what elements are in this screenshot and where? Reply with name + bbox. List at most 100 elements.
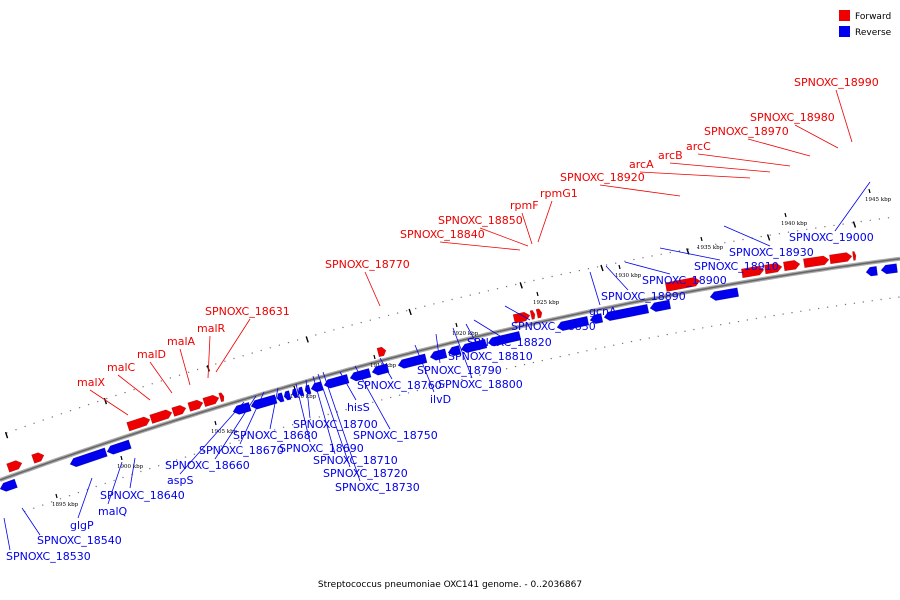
gene-label[interactable]: gcnA xyxy=(589,305,617,318)
forward-gene-arrow[interactable] xyxy=(852,251,857,263)
forward-gene-arrow[interactable] xyxy=(512,311,531,325)
gene-label[interactable]: SPNOXC_18530 xyxy=(6,550,91,563)
gene-label[interactable]: malQ xyxy=(98,505,128,518)
reverse-track-dot xyxy=(443,383,445,385)
leader-line xyxy=(305,379,311,419)
gene-label[interactable]: SPNOXC_18910 xyxy=(694,260,779,273)
gene-label[interactable]: malD xyxy=(137,348,166,361)
gene-label[interactable]: SPNOXC_18790 xyxy=(417,364,502,377)
reverse-gene-arrow[interactable] xyxy=(0,478,18,494)
gene-label[interactable]: glgP xyxy=(70,519,94,532)
gene-label[interactable]: SPNOXC_18670 xyxy=(199,444,284,457)
forward-gene-arrow[interactable] xyxy=(529,309,536,322)
forward-gene-arrow[interactable] xyxy=(829,252,853,266)
forward-gene-arrow[interactable] xyxy=(126,416,151,433)
gene-label[interactable]: SPNOXC_18770 xyxy=(325,258,410,271)
gene-label[interactable]: SPNOXC_18700 xyxy=(293,418,378,431)
reverse-gene-arrow[interactable] xyxy=(291,388,299,400)
forward-gene-arrow[interactable] xyxy=(31,452,45,465)
forward-gene-arrow[interactable] xyxy=(218,392,225,404)
reverse-gene-arrow[interactable] xyxy=(106,439,132,456)
gene-label[interactable]: SPNOXC_18840 xyxy=(400,228,485,241)
forward-gene-arrow[interactable] xyxy=(187,399,204,414)
gene-label[interactable]: SPNOXC_18800 xyxy=(438,378,523,391)
gene-label[interactable]: SPNOXC_18710 xyxy=(313,454,398,467)
gene-label[interactable]: SPNOXC_18540 xyxy=(37,534,122,547)
forward-gene-arrow[interactable] xyxy=(171,405,187,419)
forward-track-dot xyxy=(724,242,726,244)
reverse-gene-arrow[interactable] xyxy=(460,338,488,355)
gene-label[interactable]: malR xyxy=(197,322,226,335)
gene-label[interactable]: hisS xyxy=(347,401,370,414)
gene-label[interactable]: malC xyxy=(107,361,136,374)
gene-label[interactable]: malX xyxy=(77,376,106,389)
forward-gene-arrow[interactable] xyxy=(535,308,543,320)
major-tick xyxy=(305,336,309,343)
reverse-gene-arrow[interactable] xyxy=(349,368,372,383)
gene-label[interactable]: SPNOXC_18680 xyxy=(233,429,318,442)
gene-label[interactable]: SPNOXC_19000 xyxy=(789,231,874,244)
leader-line xyxy=(312,375,336,455)
gene-label[interactable]: arcA xyxy=(629,158,654,171)
gene-label[interactable]: SPNOXC_18760 xyxy=(357,379,442,392)
legend-label: Reverse xyxy=(855,28,892,38)
tick-label: 1895 kbp xyxy=(52,502,79,508)
forward-track-dot xyxy=(469,294,471,296)
gene-label[interactable]: malA xyxy=(167,335,196,348)
reverse-gene-arrow[interactable] xyxy=(556,316,590,333)
legend-swatch xyxy=(839,10,850,21)
gene-label[interactable]: SPNOXC_18900 xyxy=(642,274,727,287)
gene-label[interactable]: arcB xyxy=(658,149,683,162)
reverse-gene-arrow[interactable] xyxy=(69,447,108,469)
reverse-gene-arrow[interactable] xyxy=(865,266,878,278)
gene-label[interactable]: SPNOXC_18631 xyxy=(205,305,290,318)
tick-mark xyxy=(700,236,703,242)
reverse-gene-arrow[interactable] xyxy=(487,330,522,348)
leader-line xyxy=(339,371,357,401)
forward-gene-arrow[interactable] xyxy=(664,277,701,294)
gene-label[interactable]: SPNOXC_18810 xyxy=(448,350,533,363)
reverse-track-dot xyxy=(140,470,142,473)
reverse-gene-arrow[interactable] xyxy=(709,287,740,303)
forward-gene-arrow[interactable] xyxy=(764,262,783,276)
gene-label[interactable]: SPNOXC_18920 xyxy=(560,171,645,184)
reverse-gene-arrow[interactable] xyxy=(603,303,650,323)
gene-label[interactable]: SPNOXC_18990 xyxy=(794,76,879,89)
gene-label[interactable]: SPNOXC_18730 xyxy=(335,481,420,494)
gene-label[interactable]: SPNOXC_18750 xyxy=(353,429,438,442)
forward-gene-arrow[interactable] xyxy=(149,409,173,426)
gene-label[interactable]: rpmF xyxy=(510,199,539,212)
gene-label[interactable]: SPNOXC_18690 xyxy=(279,442,364,455)
reverse-gene-arrow[interactable] xyxy=(283,390,292,402)
reverse-gene-arrow[interactable] xyxy=(880,263,898,276)
forward-gene-arrow[interactable] xyxy=(202,394,220,409)
gene-label[interactable]: SPNOXC_18640 xyxy=(100,489,185,502)
gene-label[interactable]: SPNOXC_18850 xyxy=(438,214,523,227)
gene-label[interactable]: SPNOXC_18970 xyxy=(704,125,789,138)
forward-track-dot xyxy=(742,238,744,241)
reverse-gene-arrow[interactable] xyxy=(276,392,285,404)
gene-label[interactable]: SPNOXC_18830 xyxy=(511,320,596,333)
forward-gene-arrow[interactable] xyxy=(783,260,801,273)
reverse-track-dot xyxy=(345,408,347,411)
gene-label[interactable]: SPNOXC_18660 xyxy=(165,459,250,472)
leader-line xyxy=(322,371,361,482)
gene-label[interactable]: arcC xyxy=(686,140,711,153)
gene-label[interactable]: SPNOXC_18890 xyxy=(601,290,686,303)
forward-gene-arrow[interactable] xyxy=(803,255,830,270)
reverse-gene-arrow[interactable] xyxy=(649,299,672,314)
gene-label[interactable]: ilvD xyxy=(430,393,451,406)
reverse-track-dot xyxy=(193,453,196,455)
reverse-gene-arrow[interactable] xyxy=(589,313,604,326)
forward-gene-arrow[interactable] xyxy=(6,460,23,474)
gene-label[interactable]: SPNOXC_18720 xyxy=(323,467,408,480)
gene-label[interactable]: SPNOXC_18980 xyxy=(750,111,835,124)
gene-label[interactable]: SPNOXC_18820 xyxy=(467,336,552,349)
gene-label[interactable]: SPNOXC_18930 xyxy=(729,246,814,259)
forward-gene-arrow[interactable] xyxy=(376,346,387,359)
gene-label[interactable]: rpmG1 xyxy=(540,187,578,200)
forward-gene-arrow[interactable] xyxy=(741,265,765,280)
gene-label[interactable]: aspS xyxy=(167,474,193,487)
leader-line xyxy=(239,391,265,445)
reverse-gene-arrow[interactable] xyxy=(447,345,462,358)
